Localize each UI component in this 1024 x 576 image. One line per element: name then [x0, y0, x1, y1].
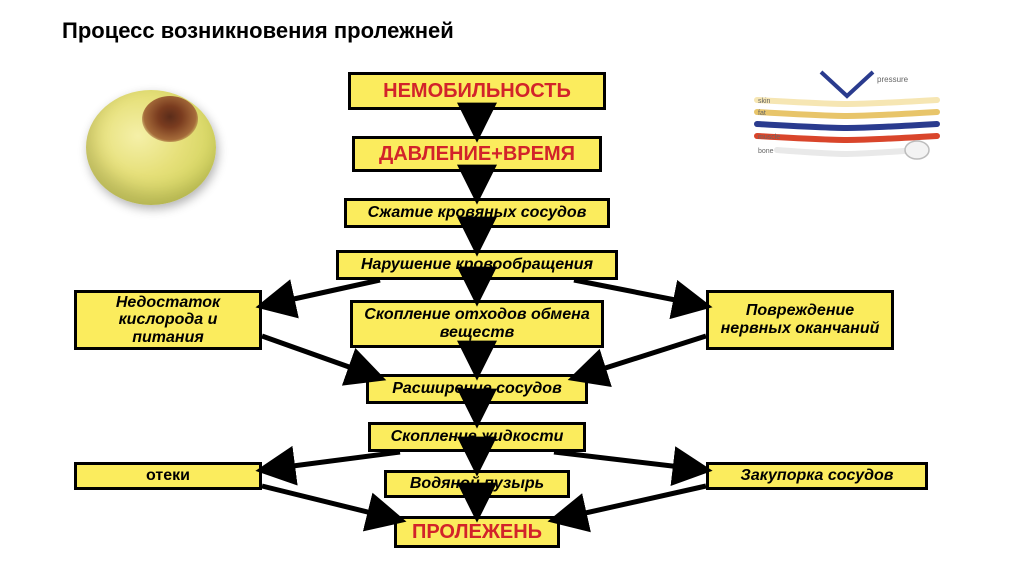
- flow-node-n8: Водяной пузырь: [384, 470, 570, 498]
- svg-text:fat: fat: [758, 110, 766, 117]
- flow-node-n5L: Недостаток кислорода и питания: [74, 290, 262, 350]
- svg-text:bone: bone: [758, 148, 774, 155]
- skin-layers-illustration: pressure skin fat muscle bone: [752, 70, 942, 160]
- flow-node-n7: Скопление жидкости: [368, 422, 586, 452]
- flow-node-n8L: отеки: [74, 462, 262, 490]
- flow-node-n3: Сжатие кровяных сосудов: [344, 198, 610, 228]
- flow-node-n4: Нарушение кровообращения: [336, 250, 618, 280]
- svg-text:pressure: pressure: [877, 75, 909, 84]
- svg-text:muscle: muscle: [758, 134, 780, 141]
- apple-illustration: [86, 90, 216, 205]
- flow-node-n5: Скопление отходов обмена веществ: [350, 300, 604, 348]
- page-title: Процесс возникновения пролежней: [62, 18, 454, 44]
- flow-node-n8R: Закупорка сосудов: [706, 462, 928, 490]
- flow-node-n9: ПРОЛЕЖЕНЬ: [394, 516, 560, 548]
- flow-node-n2: ДАВЛЕНИЕ+ВРЕМЯ: [352, 136, 602, 172]
- flow-node-n5R: Повреждение нервных оканчаний: [706, 290, 894, 350]
- diagram-page: Процесс возникновения пролежней pressure…: [0, 0, 1024, 576]
- svg-text:skin: skin: [758, 98, 771, 105]
- flow-node-n6: Расширение сосудов: [366, 374, 588, 404]
- flow-node-n1: НЕМОБИЛЬНОСТЬ: [348, 72, 606, 110]
